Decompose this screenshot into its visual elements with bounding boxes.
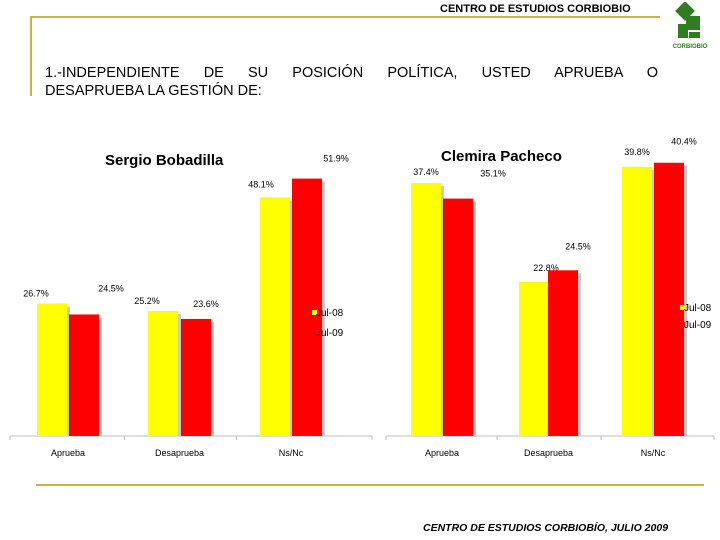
legend-swatch [680,305,685,310]
corbiobio-logo: CORBIOBIO [673,2,708,50]
data-label: 26.7% [23,289,49,299]
data-label: 23.6% [193,299,219,309]
legend-swatch [312,330,317,335]
header-title: CENTRO DE ESTUDIOS CORBIOBIO [440,3,631,15]
bar-jul-09-desaprueba [181,318,211,436]
question-line-2: DESAPRUEBA LA GESTIÓN DE: [45,83,262,99]
bar-jul-08-desaprueba [519,281,549,436]
header-side-rule [30,16,32,96]
category-label: Aprueba [425,448,459,458]
category-label: Ns/Nc [279,448,304,458]
data-label: 22.8% [533,263,559,273]
data-label: 37.4% [413,167,439,177]
data-label: 24.5% [98,283,124,293]
bar-jul-08-aprueba [37,303,67,436]
legend-label: Jul-09 [684,320,712,331]
legend-swatch [312,310,317,315]
category-label: Desaprueba [155,448,204,458]
data-label: 35.1% [480,169,506,179]
bar-jul-08-nsnc [260,197,290,436]
svg-text:CORBIOBIO: CORBIOBIO [673,44,708,50]
data-label: 39.8% [624,147,650,157]
question-line-1: 1.-INDEPENDIENTE DE SU POSICIÓN POLÍTICA… [45,65,658,81]
legend-label: Jul-09 [316,328,344,339]
chart-title-pacheco: Clemira Pacheco [441,148,562,165]
data-label: 48.1% [248,179,274,189]
bar-jul-08-desaprueba [148,311,178,436]
legend-label: Jul-08 [316,308,344,319]
data-label: 40.4% [671,137,697,147]
bar-jul-09-desaprueba [548,270,578,436]
footer-text: CENTRO DE ESTUDIOS CORBIOBÍO, JULIO 2009 [423,522,669,534]
category-label: Desaprueba [524,448,573,458]
bar-jul-09-aprueba [443,198,473,436]
bar-jul-08-aprueba [411,183,441,436]
question-text: 1.-INDEPENDIENTE DE SU POSICIÓN POLÍTICA… [45,64,658,100]
bar-jul-09-nsnc [654,162,684,436]
bar-jul-08-nsnc [622,166,652,437]
chart-title-bobadilla: Sergio Bobadilla [105,152,224,169]
data-label: 51.9% [323,154,349,164]
bar-jul-09-nsnc [292,178,322,437]
header-rule [30,16,660,18]
category-label: Aprueba [51,448,85,458]
data-label: 25.2% [134,296,160,306]
legend-swatch [680,322,685,327]
bar-jul-09-aprueba [69,314,99,436]
category-label: Ns/Nc [641,448,666,458]
footer-rule [36,484,704,486]
legend-label: Jul-08 [684,303,712,314]
data-label: 24.5% [565,241,591,251]
